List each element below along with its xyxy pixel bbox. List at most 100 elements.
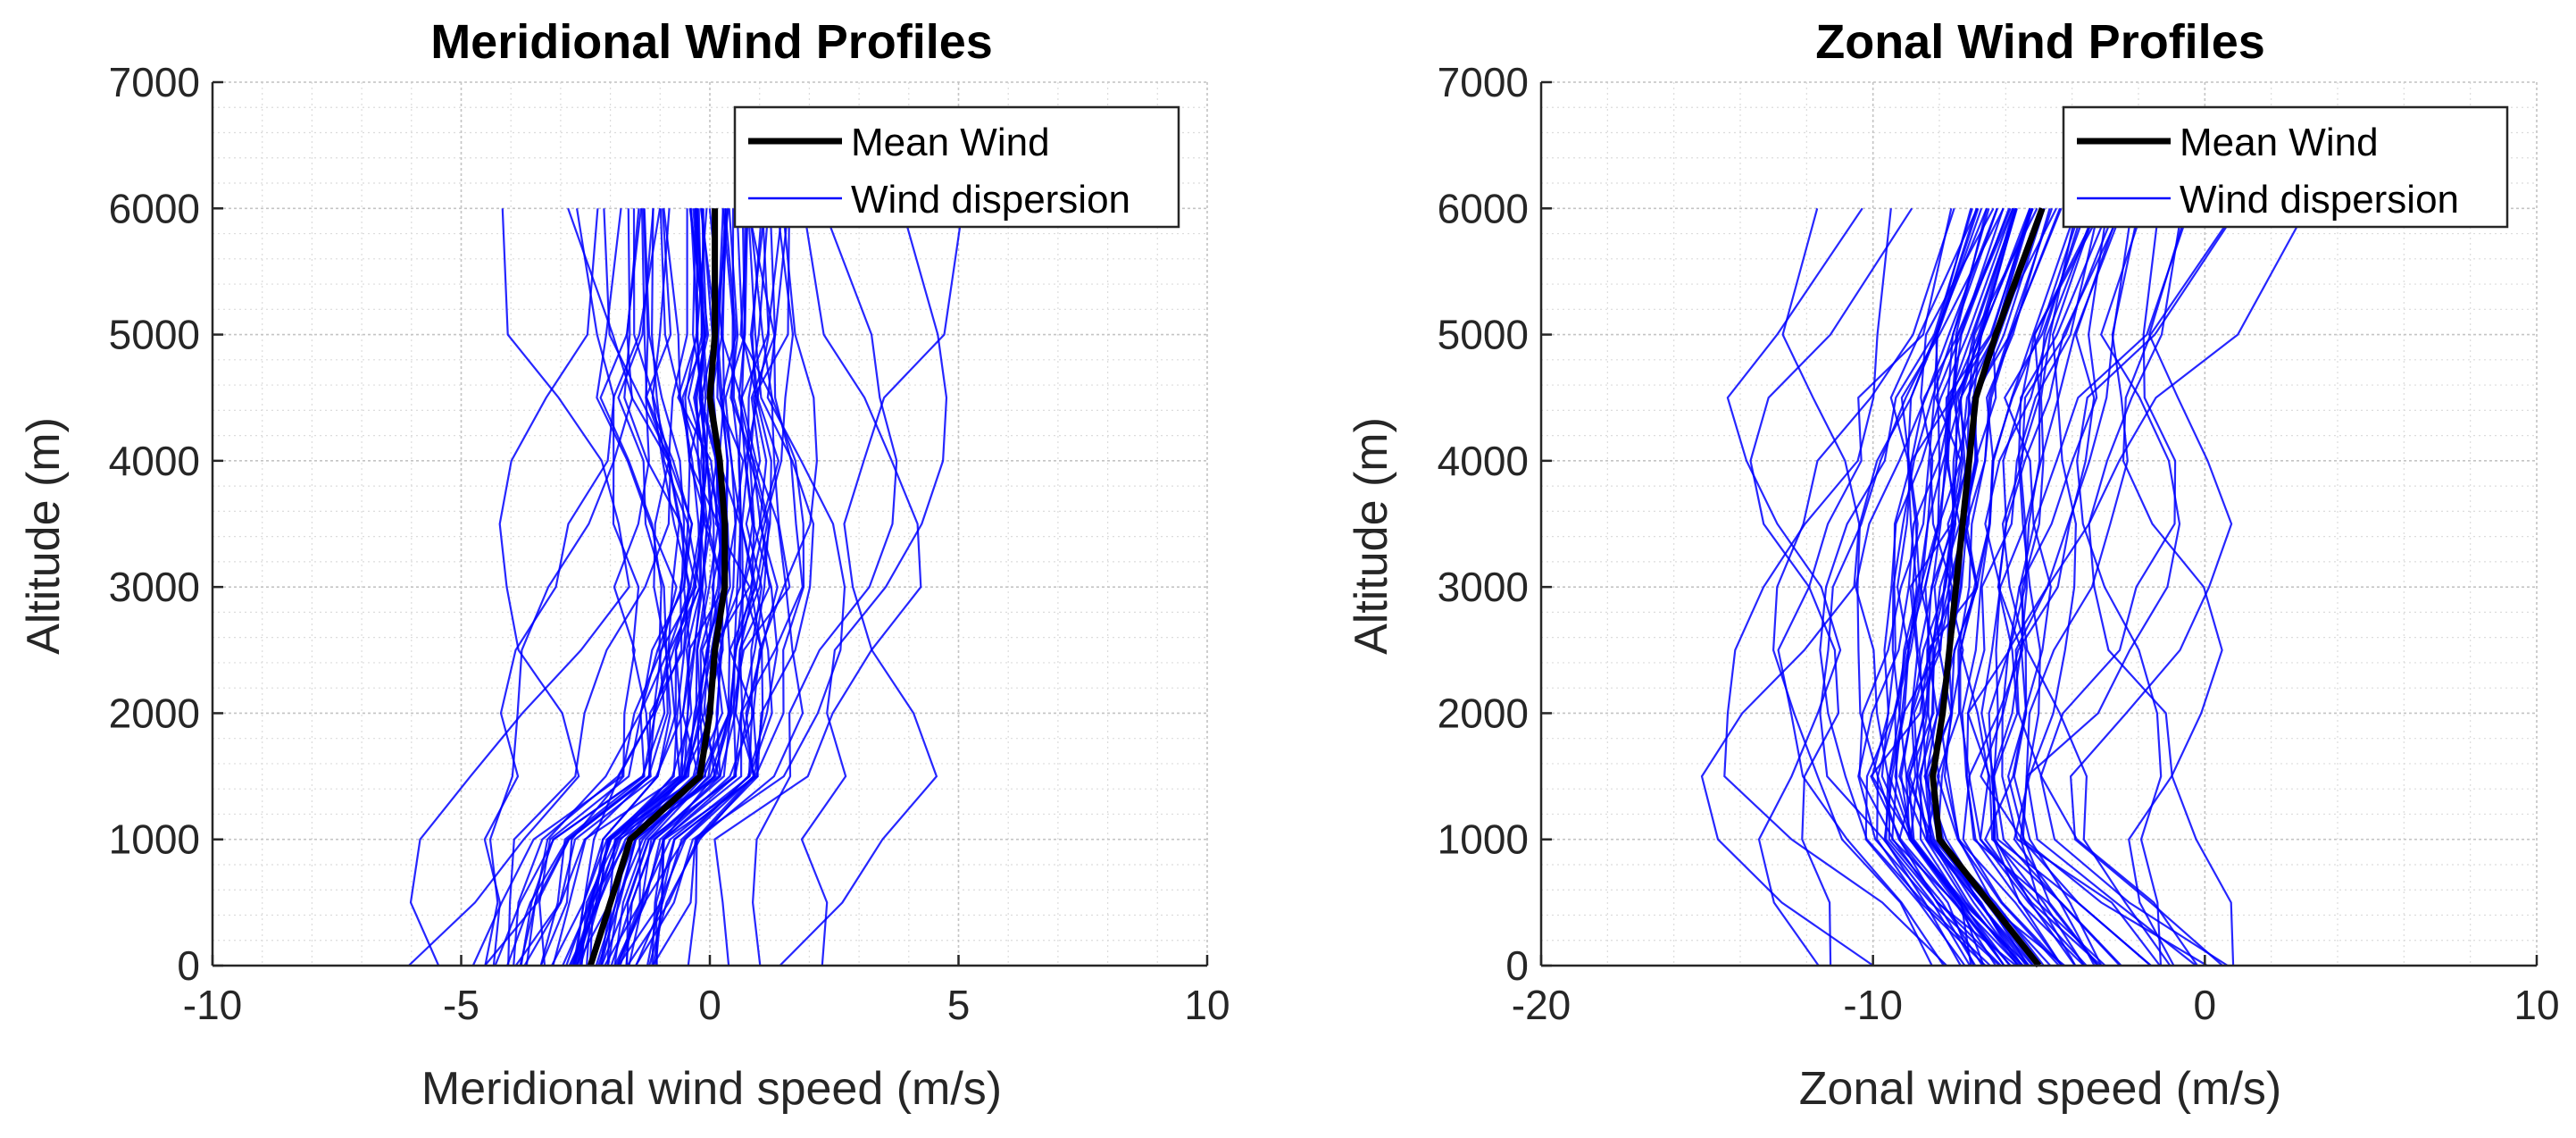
zonal-legend-mean-label: Mean Wind <box>2180 121 2379 164</box>
zonal-dispersion-line <box>2025 207 2197 966</box>
zonal-dispersion-lines <box>1700 207 2308 966</box>
zonal-dispersion-line <box>1855 207 2002 966</box>
zonal-dispersion-line <box>1772 207 1955 966</box>
zonal-legend-box <box>2062 105 2509 229</box>
meridional-dispersion-line <box>539 208 686 966</box>
meridional-tick-labels: -10 -5 0 5 10 0 1000 2000 3000 4000 5000 6000 7000 <box>109 59 1230 1028</box>
meridional-y-tick-label: 1000 <box>109 816 200 863</box>
zonal-dispersion-line <box>1900 208 2020 966</box>
zonal-dispersion-line <box>2019 207 2191 966</box>
meridional-dispersion-line <box>654 208 805 966</box>
meridional-legend-box <box>733 105 1180 229</box>
meridional-dispersion-line <box>648 208 790 966</box>
meridional-dispersion-line <box>607 208 731 966</box>
meridional-y-tick-label: 3000 <box>109 564 200 610</box>
zonal-chart: -20 -10 0 10 0 1000 2000 3000 4000 5000 6000 7000 Z… <box>1346 15 2560 1115</box>
meridional-y-tick-label: 5000 <box>109 312 200 358</box>
meridional-dispersion-line <box>408 208 599 966</box>
zonal-dispersion-line <box>1819 207 1991 966</box>
zonal-x-tick-label: -10 <box>1843 982 1902 1028</box>
meridional-y-tick-label: 7000 <box>109 59 200 105</box>
meridional-dispersion-line <box>539 208 672 966</box>
zonal-dispersion-line <box>1858 207 2017 966</box>
zonal-y-tick-label: 1000 <box>1438 816 1529 863</box>
meridional-dispersion-line <box>562 208 707 966</box>
meridional-dispersion-line <box>779 208 964 966</box>
meridional-dispersion-line <box>628 208 763 966</box>
meridional-x-axis-label: Meridional wind speed (m/s) <box>421 1063 1002 1115</box>
zonal-x-axis-label: Zonal wind speed (m/s) <box>1799 1063 2281 1115</box>
meridional-x-tick-label: -5 <box>443 982 479 1028</box>
zonal-y-tick-label: 0 <box>1505 942 1529 989</box>
zonal-dispersion-line <box>1988 208 2152 966</box>
meridional-dispersion-line <box>613 208 754 966</box>
zonal-dispersion-line <box>2039 208 2229 966</box>
zonal-dispersion-line <box>2122 207 2238 966</box>
meridional-dispersion-line <box>615 208 757 966</box>
meridional-dispersion-line <box>552 208 702 966</box>
meridional-chart: -10 -5 0 5 10 0 1000 2000 3000 4000 5000 6000 7000 M… <box>18 15 1230 1115</box>
zonal-dispersion-line <box>1984 207 2097 966</box>
zonal-dispersion-line <box>1876 207 1995 966</box>
meridional-dispersion-line <box>506 208 669 966</box>
meridional-x-tick-label: 5 <box>947 982 971 1028</box>
zonal-dispersion-line <box>1905 208 2032 966</box>
zonal-y-tick-label: 7000 <box>1438 59 1529 105</box>
zonal-dispersion-line <box>1938 207 2063 966</box>
zonal-axes <box>1539 80 2538 967</box>
zonal-y-axis-label: Altitude (m) <box>1346 417 1397 655</box>
zonal-dispersion-line <box>1966 208 2122 966</box>
zonal-dispersion-line <box>2069 207 2233 966</box>
meridional-y-tick-label: 0 <box>177 942 200 989</box>
zonal-mean-line <box>1930 207 2046 968</box>
zonal-dispersion-line <box>1777 208 1953 966</box>
meridional-mean-line-group <box>587 208 729 967</box>
meridional-chart-title: Meridional Wind Profiles <box>430 15 993 69</box>
zonal-legend-dispersion-label: Wind dispersion <box>2180 178 2459 222</box>
zonal-legend: Mean Wind Wind dispersion <box>2062 105 2509 229</box>
zonal-x-tick-label: 0 <box>2194 982 2217 1028</box>
meridional-dispersion-line <box>751 207 898 966</box>
zonal-dispersion-line <box>1898 207 2024 966</box>
meridional-dispersion-line <box>652 208 791 966</box>
zonal-dispersion-line <box>1980 207 2152 966</box>
meridional-legend: Mean Wind Wind dispersion <box>733 105 1180 229</box>
zonal-dispersion-line <box>1870 207 2012 966</box>
zonal-dispersion-line <box>1723 208 1947 966</box>
zonal-dispersion-line <box>2013 207 2097 966</box>
zonal-dispersion-line <box>1984 207 2102 966</box>
meridional-y-tick-label: 2000 <box>109 690 200 736</box>
zonal-dispersion-line <box>1992 207 2100 966</box>
meridional-dispersion-line <box>571 208 709 966</box>
zonal-x-tick-label: 10 <box>2513 982 2559 1028</box>
meridional-dispersion-line <box>507 208 672 966</box>
meridional-dispersion-line <box>800 208 948 966</box>
meridional-dispersion-line <box>523 208 692 966</box>
meridional-dispersion-line <box>635 208 846 966</box>
zonal-mean-line-group <box>1930 207 2046 968</box>
zonal-y-tick-label: 4000 <box>1438 438 1529 484</box>
zonal-dispersion-line <box>2017 207 2111 966</box>
zonal-dispersion-line <box>1819 207 1980 966</box>
zonal-y-tick-label: 3000 <box>1438 564 1529 610</box>
meridional-x-tick-label: -10 <box>183 982 242 1028</box>
zonal-y-tick-label: 5000 <box>1438 312 1529 358</box>
zonal-dispersion-line <box>2088 207 2308 966</box>
meridional-y-tick-label: 6000 <box>109 185 200 231</box>
zonal-dispersion-line <box>1961 207 2078 966</box>
zonal-y-tick-label: 2000 <box>1438 690 1529 736</box>
meridional-legend-mean-label: Mean Wind <box>851 121 1050 164</box>
meridional-dispersion-line <box>626 208 804 966</box>
meridional-legend-dispersion-label: Wind dispersion <box>851 178 1130 222</box>
meridional-x-tick-label: 0 <box>698 982 721 1028</box>
zonal-dispersion-line <box>1980 207 2124 966</box>
meridional-dispersion-line <box>713 208 922 966</box>
meridional-dispersion-line <box>580 208 715 966</box>
zonal-dispersion-line <box>1965 207 2098 966</box>
zonal-chart-title: Zonal Wind Profiles <box>1815 15 2265 69</box>
meridional-x-tick-label: 10 <box>1184 982 1230 1028</box>
zonal-x-tick-label: -20 <box>1512 982 1571 1028</box>
zonal-dispersion-line <box>2022 208 2208 966</box>
zonal-y-tick-label: 6000 <box>1438 185 1529 231</box>
